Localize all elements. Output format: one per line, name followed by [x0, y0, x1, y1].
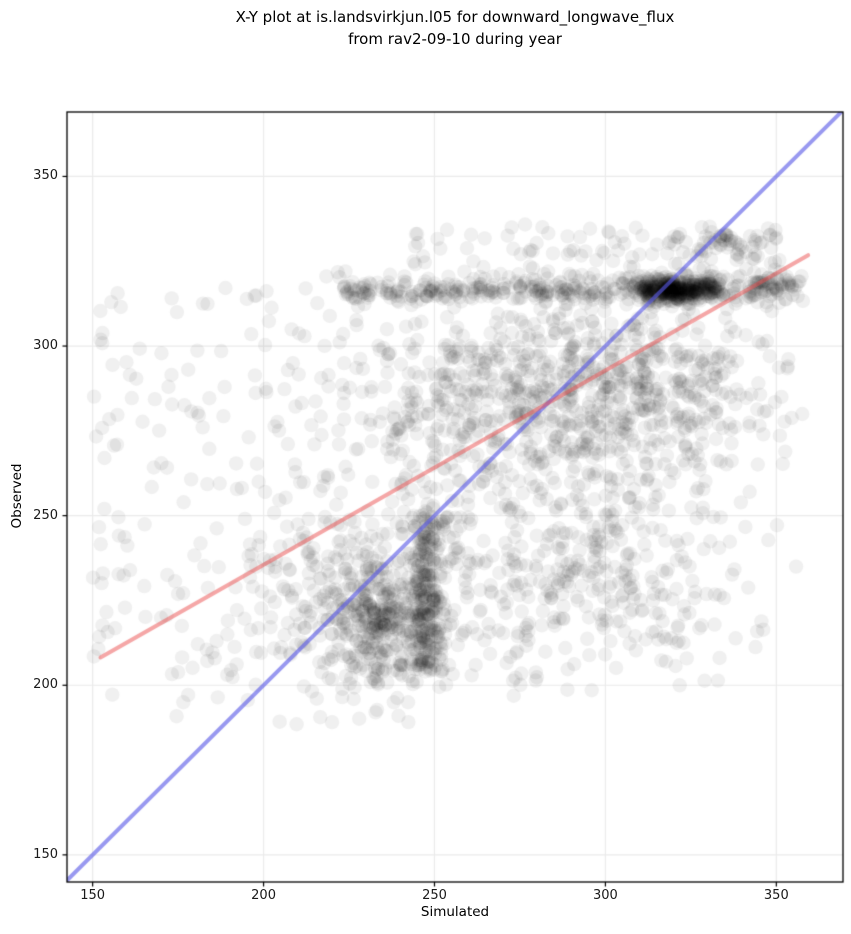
x-tick-label: 350 — [763, 888, 789, 903]
x-tick-label: 250 — [422, 888, 447, 903]
y-axis-label: Observed — [9, 463, 25, 529]
x-tick-label: 150 — [80, 888, 106, 903]
x-tick-label: 300 — [592, 888, 618, 903]
x-axis-label: Simulated — [420, 904, 490, 920]
y-tick-label: 200 — [33, 677, 58, 693]
chart-title-line2: from rav2-09-10 during year — [348, 30, 562, 48]
y-tick-label: 350 — [33, 168, 58, 184]
y-tick-label: 150 — [33, 846, 58, 862]
y-tick-label: 250 — [33, 507, 58, 523]
chart-title: X-Y plot at is.landsvirkjun.l05 for down… — [67, 6, 843, 50]
x-tick-label: 200 — [251, 888, 276, 903]
y-tick-label: 300 — [33, 338, 58, 354]
chart-title-line1: X-Y plot at is.landsvirkjun.l05 for down… — [235, 8, 675, 26]
